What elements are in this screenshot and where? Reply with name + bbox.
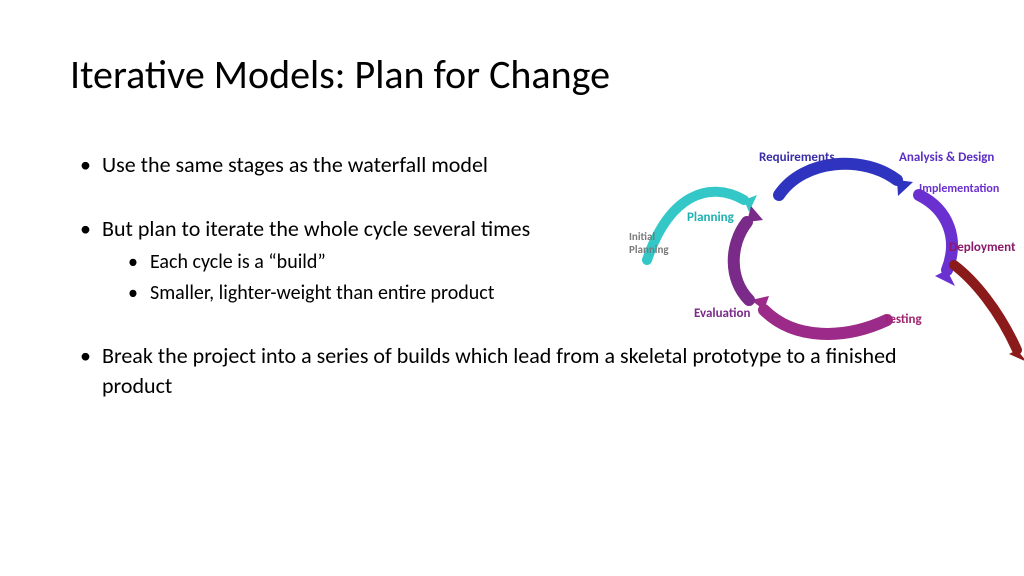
diagram-svg bbox=[629, 140, 1024, 370]
bullet-text: Smaller, lighter-weight than entire prod… bbox=[150, 281, 494, 305]
diagram-label: Testing bbox=[884, 312, 922, 327]
diagram-label: Initial Planning bbox=[629, 230, 669, 256]
bullet-text: Use the same stages as the waterfall mod… bbox=[102, 151, 488, 178]
cycle-diagram: Initial Planning Planning Requirements Anal… bbox=[629, 140, 1024, 370]
diagram-label: Planning bbox=[687, 210, 734, 225]
bullet-text: Each cycle is a “build” bbox=[150, 250, 326, 274]
diagram-label: Implementation bbox=[919, 182, 999, 196]
page-title: Iterative Models: Plan for Change bbox=[70, 50, 610, 99]
diagram-label: Requirements bbox=[759, 150, 835, 165]
bullet-text: But plan to iterate the whole cycle seve… bbox=[102, 215, 530, 242]
diagram-label: Analysis & Design bbox=[899, 150, 994, 165]
diagram-label: Evaluation bbox=[694, 306, 750, 321]
slide: Iterative Models: Plan for Change Use th… bbox=[0, 0, 1024, 576]
diagram-label: Deployment bbox=[949, 240, 1015, 255]
